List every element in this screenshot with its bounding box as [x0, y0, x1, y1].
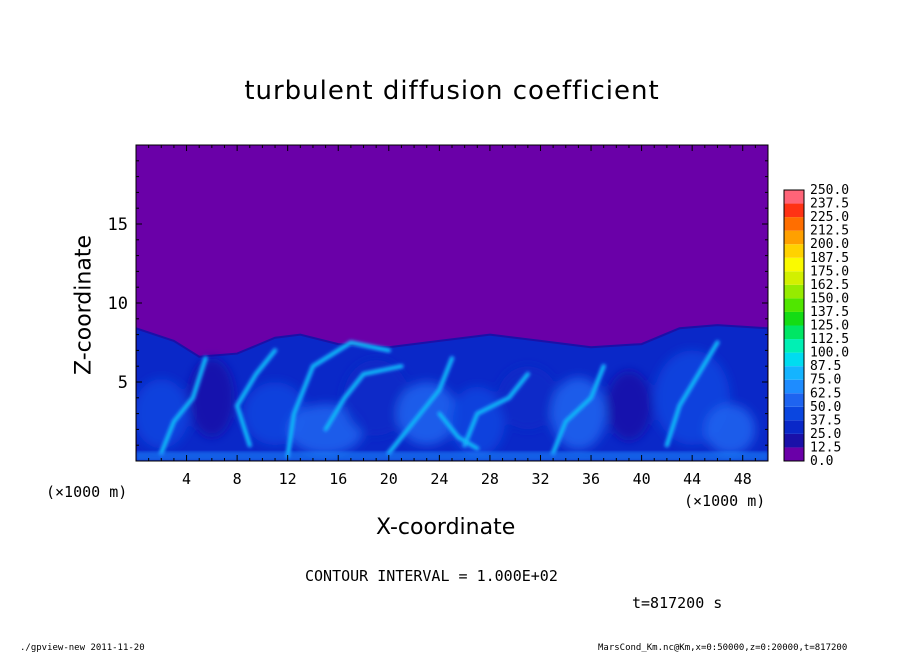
colorbar-swatch: [784, 379, 804, 394]
x-tick-label: 48: [734, 470, 752, 488]
colorbar-label: 62.5: [810, 386, 841, 401]
x-tick-label: 12: [279, 470, 297, 488]
y-tick-label: 10: [108, 294, 128, 314]
swirl-streaks: [158, 339, 720, 459]
contour-interval-label: CONTOUR INTERVAL = 1.000E+02: [305, 567, 558, 585]
colorbar-label: 112.5: [810, 332, 849, 347]
swirl-streak-core: [387, 357, 453, 454]
swirl-streak-core: [236, 349, 276, 447]
colorbar-swatch: [784, 325, 804, 340]
footer-program-date: ./gpview-new 2011-11-20: [20, 643, 145, 653]
turbulence-blob: [497, 366, 559, 430]
colorbar-label: 212.5: [810, 224, 849, 239]
y-axis-unit: (×1000 m): [46, 483, 128, 501]
x-tick-label: 8: [233, 470, 242, 488]
x-tick-label: 36: [582, 470, 600, 488]
colorbar-label: 250.0: [810, 183, 849, 198]
swirl-streak-core: [665, 341, 719, 447]
x-tick-label: 20: [380, 470, 398, 488]
colorbar-swatch: [784, 406, 804, 421]
y-tick-label: 5: [118, 373, 128, 393]
swirl-streak-core: [286, 341, 390, 458]
x-axis: 4 8 12 16 20 24 28 32 36 40 44 48: [148, 145, 756, 488]
heatmap-field: [136, 145, 768, 461]
colorbar-label: 225.0: [810, 210, 849, 225]
colorbar-swatch: [784, 447, 804, 461]
colorbar-swatch: [784, 257, 804, 272]
colorbar-swatch: [784, 339, 804, 353]
colorbar-label: 187.5: [810, 251, 849, 266]
turbulence-blob: [704, 404, 756, 455]
colorbar-label: 162.5: [810, 278, 849, 293]
y-tick-label: 15: [108, 215, 128, 235]
x-tick-label: 44: [683, 470, 701, 488]
colorbar-swatch: [784, 203, 804, 218]
colorbar-swatch: [784, 284, 804, 299]
x-tick-label: 24: [430, 470, 448, 488]
colorbar-label: 150.0: [810, 291, 849, 306]
colorbar-label: 87.5: [810, 359, 841, 374]
y-axis: 5 10 15: [108, 160, 768, 446]
swirl-streak-core: [324, 365, 403, 431]
colorbar-label: 125.0: [810, 319, 849, 334]
colorbar-swatch: [784, 298, 804, 312]
x-tick-label: 4: [182, 470, 191, 488]
colorbar-label: 0.0: [810, 454, 833, 469]
surface-layer: [136, 451, 768, 461]
colorbar-label: 237.5: [810, 197, 849, 212]
turbulence-blob: [606, 370, 652, 441]
x-tick-label: 40: [633, 470, 651, 488]
colorbar-label: 25.0: [810, 427, 841, 442]
x-tick-label: 28: [481, 470, 499, 488]
colorbar-frame: [783, 189, 805, 462]
x-axis-label: X-coordinate: [376, 515, 516, 540]
colorbar-label: 100.0: [810, 346, 849, 361]
colorbar-swatch: [784, 217, 804, 231]
turbulence-blob: [396, 382, 458, 446]
colorbar-swatch: [784, 190, 804, 204]
colorbar-label: 12.5: [810, 440, 841, 455]
x-axis-unit: (×1000 m): [684, 492, 766, 510]
colorbar-label: 50.0: [810, 400, 841, 415]
colorbar-swatch: [784, 420, 804, 434]
colorbar-label: 137.5: [810, 305, 849, 320]
colorbar-label: 175.0: [810, 264, 849, 279]
swirl-streak-core: [160, 357, 207, 454]
turbulence-blob: [136, 378, 190, 449]
y-axis-label: Z-coordinate: [71, 235, 97, 375]
colorbar: 0.012.525.037.550.062.575.087.5100.0112.…: [783, 183, 849, 469]
turbulence-blob: [189, 358, 235, 438]
colorbar-swatch: [784, 311, 804, 326]
colorbar-swatch: [784, 230, 804, 245]
time-label: t=817200 s: [632, 594, 723, 612]
x-tick-label: 16: [329, 470, 347, 488]
colorbar-swatch: [784, 393, 804, 407]
colorbar-label: 37.5: [810, 413, 841, 428]
footer-data-source: MarsCond_Km.nc@Km,x=0:50000,z=0:20000,t=…: [598, 643, 848, 653]
colorbar-swatch: [784, 271, 804, 285]
x-tick-label: 32: [531, 470, 549, 488]
colorbar-swatch: [784, 433, 804, 448]
colorbar-swatch: [784, 352, 804, 367]
swirl-streak-core: [438, 412, 479, 450]
colorbar-swatch: [784, 244, 804, 258]
colorbar-label: 75.0: [810, 373, 841, 388]
swirl-streak-core: [463, 373, 529, 447]
colorbar-swatch: [784, 366, 804, 380]
chart-title: turbulent diffusion coefficient: [244, 76, 660, 106]
colorbar-label: 200.0: [810, 237, 849, 252]
swirl-streak-core: [552, 365, 605, 454]
